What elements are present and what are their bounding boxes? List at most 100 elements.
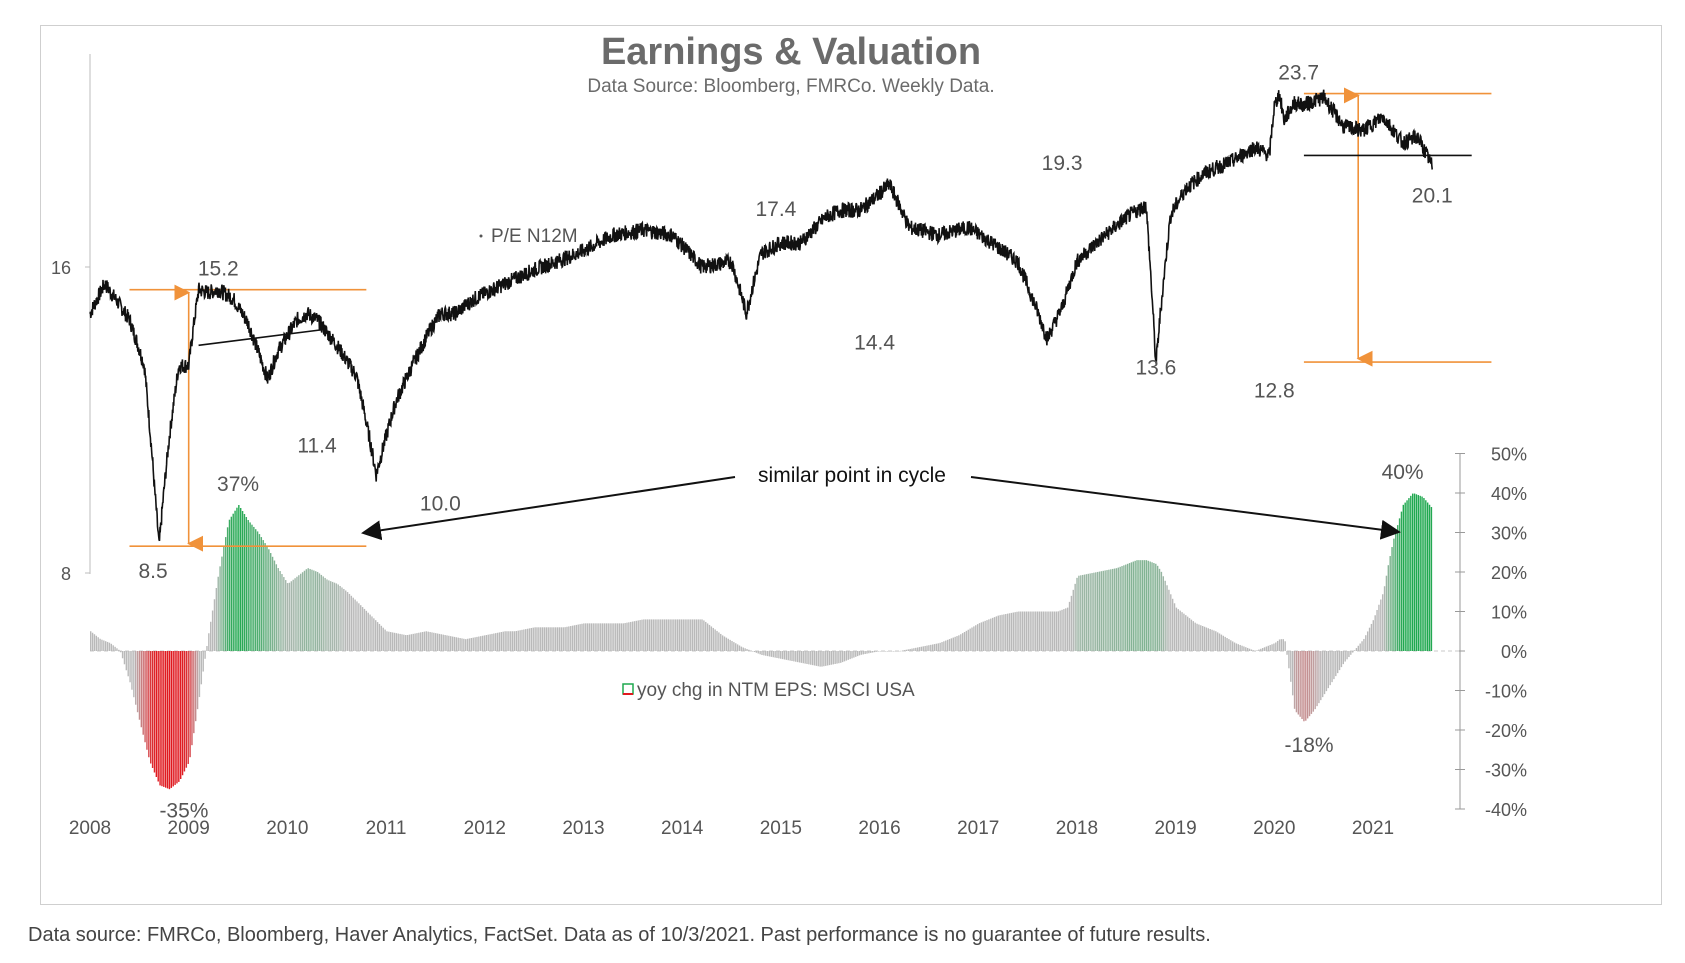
eps-bar [616,623,619,651]
eps-bar [1385,575,1388,651]
eps-bar [810,651,812,665]
eps-bar [1430,507,1433,651]
eps-bar [686,619,688,651]
eps-bar [525,629,527,651]
eps-bar [1320,651,1322,701]
eps-bar [483,635,486,651]
eps-bar [270,553,272,651]
eps-bar [669,619,671,651]
eps-bar [729,639,731,651]
eps-bar [1023,611,1026,651]
footnote: Data source: FMRCo, Bloomberg, Haver Ana… [28,924,1211,946]
right-tick-label: -30% [1485,761,1527,781]
eps-bar [414,633,416,651]
eps-bar [1200,625,1202,651]
eps-bar [1402,504,1405,651]
eps-bar [1246,647,1249,651]
eps-bar [1048,611,1050,651]
eps-bar [1398,518,1401,651]
eps-bar [1211,629,1213,651]
eps-bar [624,623,626,651]
eps-bar [596,623,598,651]
eps-bar [1055,611,1058,651]
eps-bar [168,651,171,790]
eps-bar [553,627,555,651]
eps-bar [665,619,668,651]
eps-bar [1113,568,1116,651]
eps-bar [778,651,780,659]
eps-bar [196,651,199,710]
eps-bar [958,635,960,651]
eps-bar [1081,574,1084,651]
eps-bar [1192,621,1194,651]
eps-bar [806,651,808,664]
eps-bar [330,581,332,651]
eps-bar [1252,650,1254,651]
eps-bar [178,651,180,782]
eps-bar [588,623,591,651]
eps-bar [740,646,743,651]
right-tick-label: -20% [1485,721,1527,741]
eps-bar [1400,511,1403,651]
right-tick-label: 30% [1491,524,1527,544]
eps-bar [1380,599,1382,651]
eps-bar [375,620,377,651]
eps-bar [1419,495,1421,651]
eps-bar [680,619,683,651]
eps-bar [975,625,977,651]
eps-point-label: 40% [1382,461,1424,484]
eps-bar [727,638,729,651]
eps-bar [1215,631,1217,651]
pe-point-label: 15.2 [198,258,239,281]
eps-bar [950,638,953,651]
eps-bar [266,546,268,651]
eps-bar [961,633,964,651]
eps-bar [427,631,429,651]
eps-bar [1051,611,1054,651]
eps-bar [1059,610,1061,651]
eps-bar [995,616,998,651]
eps-bar [240,508,242,651]
eps-bar [1288,651,1290,669]
eps-bar [823,651,825,667]
eps-bar [202,651,204,672]
eps-bar [286,583,289,651]
eps-bar [791,651,793,661]
eps-bar [1391,547,1393,651]
eps-bar [1346,651,1348,660]
eps-bar [183,651,186,772]
eps-bar [273,560,276,651]
eps-bar [206,646,208,651]
eps-bar [251,524,253,651]
eps-bar [556,627,559,651]
eps-bar [93,634,96,651]
eps-bar [146,651,148,750]
eps-bar [1166,585,1168,651]
eps-bar [200,651,203,685]
eps-bar [828,651,831,666]
eps-bar [611,623,613,651]
eps-bar [607,623,609,651]
eps-bar [481,635,484,651]
eps-bar [540,627,542,651]
left-tick-label: 8 [61,564,71,584]
eps-bar [571,625,574,651]
eps-bar [420,632,422,651]
eps-bar [635,620,638,651]
eps-bar [1415,494,1418,651]
eps-bar [123,651,126,665]
eps-bar [830,651,833,665]
eps-bar [1203,626,1206,651]
eps-bar [652,619,654,651]
eps-bar [1123,565,1125,651]
eps-bar [474,637,476,651]
eps-bar [753,651,756,653]
eps-bar [399,633,401,651]
eps-bar [699,619,701,651]
eps-bar [1185,615,1187,651]
eps-bar [562,627,564,651]
eps-bar [718,632,720,651]
eps-bar [706,623,709,651]
eps-bar [1224,636,1226,651]
eps-bar [234,510,236,651]
